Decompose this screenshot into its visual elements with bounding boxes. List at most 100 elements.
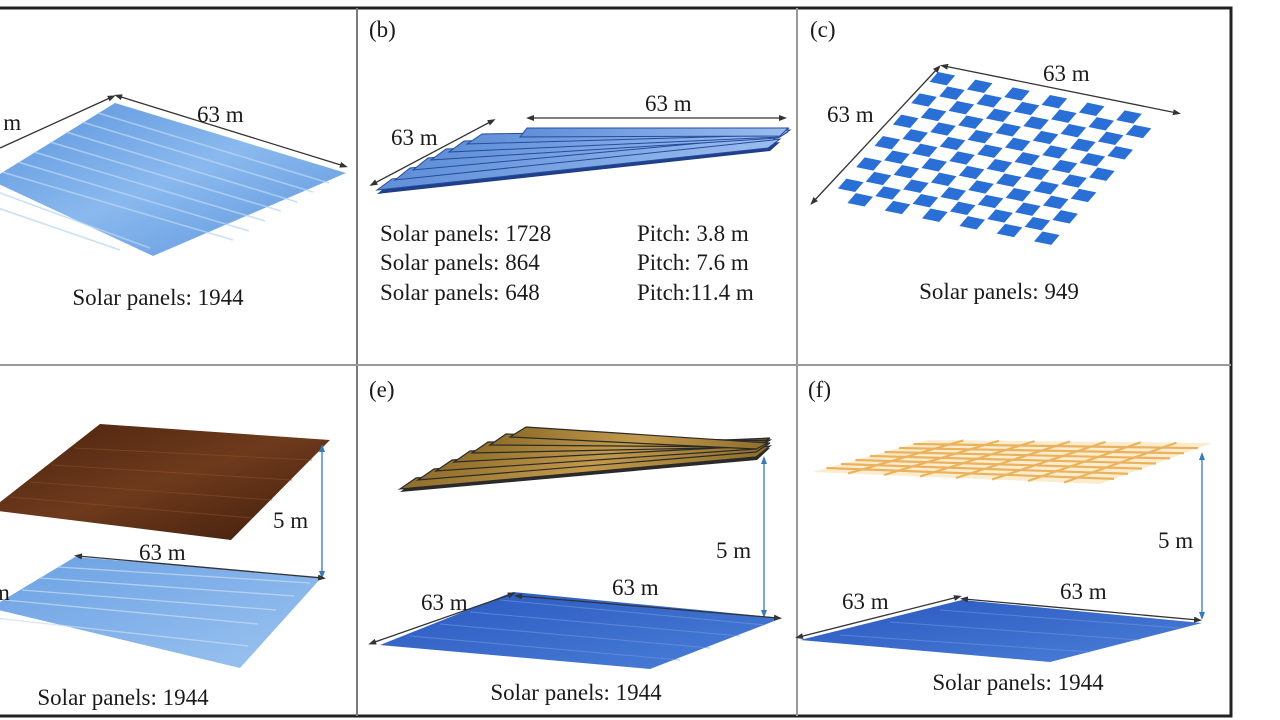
checker-panel-tile bbox=[1033, 181, 1060, 195]
checker-panel-tile bbox=[1051, 159, 1078, 174]
checker-panel-tile bbox=[875, 186, 901, 200]
checker-panel-tile bbox=[959, 216, 986, 230]
dim-arrow-d-right bbox=[74, 553, 326, 581]
checker-panel-tile bbox=[977, 194, 1004, 209]
checker-panel-tile bbox=[940, 187, 967, 201]
checker-panel-tile bbox=[939, 86, 965, 100]
checker-panel-tile bbox=[1079, 153, 1106, 167]
outer-frame bbox=[0, 6, 1233, 718]
wood-grain-d bbox=[9, 447, 313, 519]
dim-arrow-e-left bbox=[368, 592, 516, 645]
checker-panel-tile bbox=[1013, 101, 1040, 116]
checker-panel-tile bbox=[921, 158, 948, 172]
checker-panel-tile bbox=[1078, 102, 1105, 117]
wood-cover-d bbox=[0, 424, 330, 540]
dim-arrow-a-right bbox=[114, 94, 348, 168]
b-row-3-panels: Solar panels: 648 bbox=[380, 280, 540, 305]
checker-panel-tile bbox=[985, 108, 1012, 123]
dim-arrow-f-right bbox=[960, 596, 1202, 623]
checker-panel-tile bbox=[1042, 195, 1069, 210]
panel-label-b: (b) bbox=[369, 17, 396, 42]
checker-panel-tile bbox=[995, 123, 1022, 137]
dim-label-b-left: 63 m bbox=[391, 125, 438, 150]
dim-label-e-left: 63 m bbox=[421, 590, 468, 615]
dim-label-a-left: 3 m bbox=[0, 110, 21, 135]
caption-a: Solar panels: 1944 bbox=[72, 285, 244, 310]
dim-arrow-f-left bbox=[795, 595, 962, 639]
checker-panel-tile bbox=[884, 150, 910, 164]
panel-f: (f) 5 m 63 m 63 m Solar panels: 1944 bbox=[795, 377, 1212, 695]
panel-label-f: (f) bbox=[808, 377, 831, 402]
dim-label-f-right: 63 m bbox=[1060, 579, 1107, 604]
checker-panel-tile bbox=[856, 157, 882, 171]
dim-label-f-height: 5 m bbox=[1158, 528, 1193, 553]
caption-e: Solar panels: 1944 bbox=[490, 680, 662, 705]
dim-label-d-left: m bbox=[0, 580, 10, 605]
b-row-2-pitch: Pitch: 7.6 m bbox=[637, 250, 749, 275]
checker-panel-tile bbox=[1125, 124, 1152, 139]
checker-panel-tile bbox=[1032, 130, 1059, 145]
checker-panel-tile bbox=[892, 114, 919, 129]
caption-d: Solar panels: 1944 bbox=[37, 685, 209, 710]
panel-b: (b) 63 m 63 m Solar panels: 1728 Pitch: … bbox=[369, 17, 792, 305]
dim-label-e-right: 63 m bbox=[612, 575, 659, 600]
panel-e: (e) 5 m 63 m 63 m Solar panels: 1944 bbox=[368, 377, 782, 705]
checker-panel-tile bbox=[884, 200, 911, 215]
dim-arrow-a-left bbox=[0, 95, 116, 149]
mesh-thread bbox=[869, 454, 1157, 465]
dim-label-d-right: 63 m bbox=[139, 540, 186, 565]
checker-panel-tile bbox=[986, 159, 1013, 173]
bamboo-strips-e bbox=[397, 426, 773, 492]
checker-panel-tile bbox=[996, 173, 1022, 187]
checker-panel-tile bbox=[1088, 117, 1115, 131]
dim-label-c-left: 63 m bbox=[827, 102, 874, 127]
checker-panel-tile bbox=[1116, 110, 1142, 124]
b-row-3-pitch: Pitch:11.4 m bbox=[637, 280, 754, 305]
checker-panel-tile bbox=[1089, 167, 1115, 181]
checker-panel-tile bbox=[893, 165, 920, 179]
checker-panel-tile bbox=[1014, 152, 1041, 166]
checker-panel-tile bbox=[1052, 210, 1079, 224]
checker-panel-tile bbox=[1042, 145, 1068, 159]
b-row-1-pitch: Pitch: 3.8 m bbox=[637, 221, 749, 246]
panel-label-c: (c) bbox=[810, 17, 836, 42]
checker-panel-tile bbox=[958, 115, 984, 129]
checker-panel-tile bbox=[939, 136, 966, 151]
dim-label-c-right: 63 m bbox=[1043, 61, 1090, 86]
dim-label-d-height: 5 m bbox=[273, 508, 308, 533]
panel-label-e: (e) bbox=[369, 377, 395, 402]
checker-panel-tile bbox=[929, 72, 956, 86]
checker-panel-tile bbox=[865, 171, 892, 186]
checker-panel-tile bbox=[996, 223, 1023, 238]
checker-panel-tile bbox=[967, 130, 994, 144]
checker-panel-tile bbox=[976, 94, 1003, 108]
mesh-thread bbox=[884, 450, 1171, 460]
b-row-2-panels: Solar panels: 864 bbox=[380, 250, 540, 275]
checker-panel-tile bbox=[903, 179, 929, 193]
checker-panel-tile bbox=[1004, 87, 1030, 101]
mesh-thread bbox=[1063, 441, 1177, 484]
checker-panel-tile bbox=[912, 194, 939, 208]
caption-c: Solar panels: 949 bbox=[919, 279, 1079, 304]
checker-panel-tile bbox=[920, 107, 947, 122]
mesh-thread bbox=[913, 442, 1199, 450]
checker-panel-tile bbox=[949, 201, 976, 216]
checker-panel-tile bbox=[1041, 95, 1068, 109]
checker-panel-tile bbox=[966, 79, 993, 94]
checker-panel-tile bbox=[874, 136, 901, 150]
panel-grid bbox=[0, 6, 1233, 718]
checker-panel-tile bbox=[1004, 137, 1031, 152]
checker-panel-tile bbox=[1024, 217, 1051, 231]
panel-c: (c) 63 m 63 m Solar panels: 949 bbox=[810, 17, 1181, 304]
water-surface-d bbox=[0, 557, 322, 668]
panel-d: 5 m 63 m m Solar panels: 1944 bbox=[0, 424, 330, 710]
checker-panel-tile bbox=[930, 172, 957, 187]
dim-label-a-right: 63 m bbox=[197, 102, 244, 127]
checker-panel-tile bbox=[1060, 124, 1087, 138]
checker-panel-tile bbox=[911, 93, 937, 107]
checker-panel-tile bbox=[949, 151, 975, 165]
checker-panel-tile bbox=[1023, 166, 1050, 181]
dim-arrow-c-right bbox=[940, 63, 1181, 116]
checker-panel-tile bbox=[968, 180, 994, 194]
